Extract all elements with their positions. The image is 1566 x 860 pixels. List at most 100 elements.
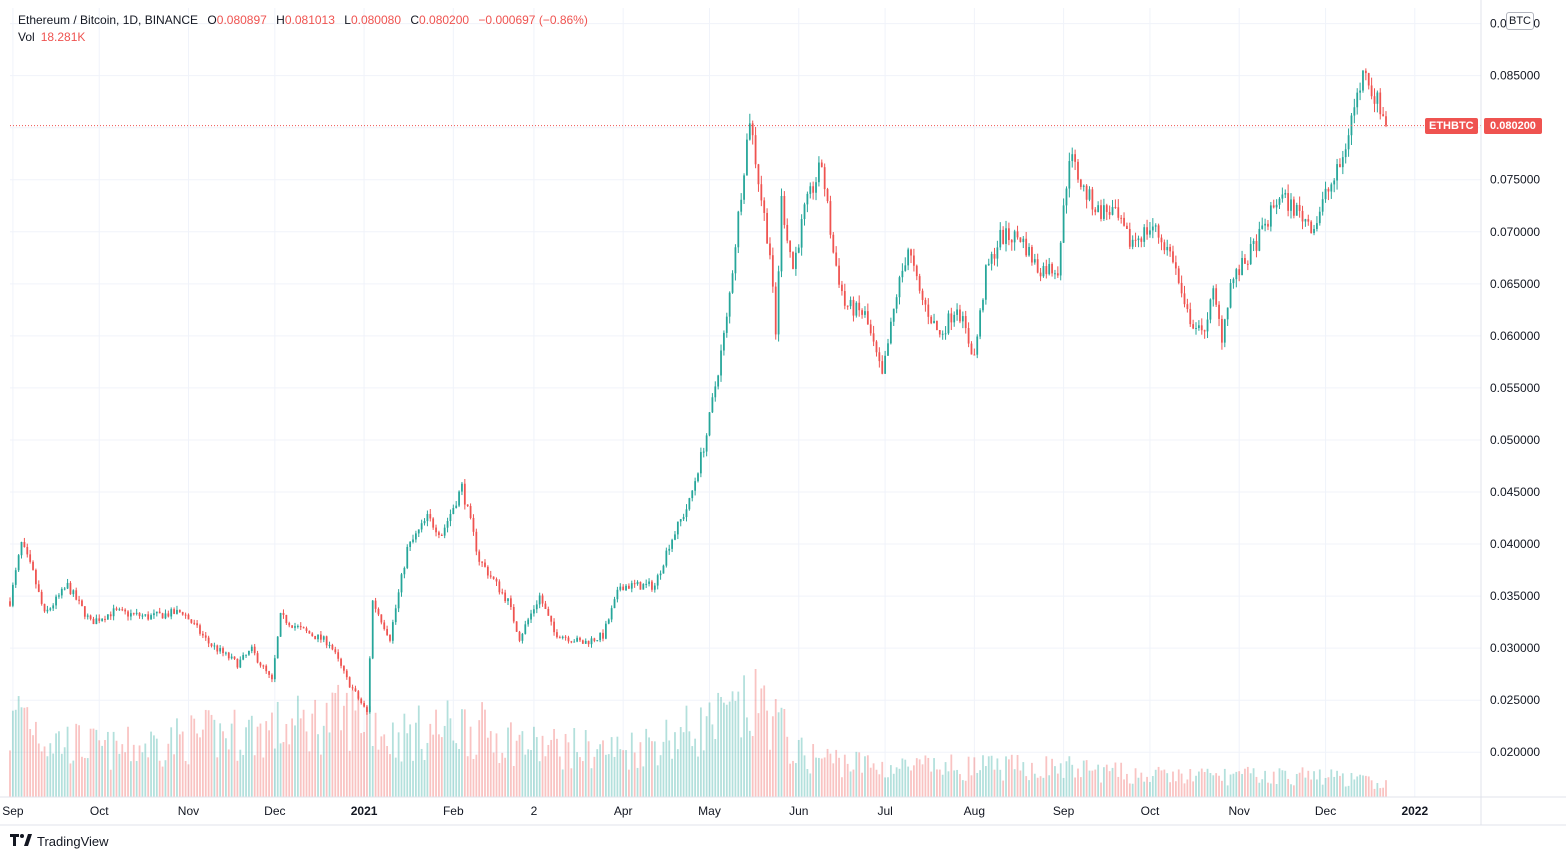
volume-bar [682, 732, 685, 797]
time-tick-label: 2021 [351, 804, 378, 818]
candle-body [371, 600, 374, 659]
candle-body [225, 652, 227, 654]
volume-bar [334, 692, 337, 797]
candle-body [509, 598, 512, 608]
candle-body [682, 517, 685, 520]
volume-bar [881, 761, 884, 797]
candle-body [711, 397, 714, 413]
candle-body [1013, 231, 1016, 243]
time-axis-labels: Sep Oct Nov Dec 2021 Feb 2 Apr May Jun Jul Aug Sep Oc… [2, 804, 1428, 818]
volume-key[interactable]: Vol [18, 30, 35, 44]
volume-bar [1284, 770, 1287, 797]
volume-bar [694, 738, 697, 797]
tradingview-brand[interactable]: TradingView [10, 834, 109, 849]
candle-body [533, 609, 535, 614]
volume-bar [754, 669, 757, 797]
volume-bar [345, 692, 348, 797]
volume-bar [671, 758, 673, 797]
candle-body [973, 354, 976, 356]
volume-bar [386, 746, 388, 797]
candle-body [11, 584, 14, 606]
volume-bar [763, 685, 766, 797]
candle-body [193, 622, 196, 624]
currency-badge[interactable]: BTC [1506, 12, 1534, 30]
candle-body [406, 546, 409, 568]
volume-bar [417, 705, 420, 797]
volume-bar [1261, 779, 1264, 797]
volume-bar [648, 737, 650, 797]
high-value: 0.081013 [284, 13, 335, 27]
volume-bar [248, 719, 250, 797]
candle-body [446, 521, 449, 528]
candle-body [1048, 263, 1051, 275]
candle-body [253, 646, 256, 654]
candle-body [1045, 266, 1048, 275]
candle-body [391, 622, 394, 641]
candle-body [521, 633, 524, 641]
candle-body [9, 601, 11, 606]
volume-bar [668, 740, 671, 797]
candle-body [1094, 209, 1097, 213]
candle-body [1143, 227, 1146, 242]
candle-body [1364, 70, 1367, 74]
volume-bar [1226, 785, 1229, 797]
volume-bar [751, 736, 754, 797]
candle-body [127, 611, 129, 617]
volume-bar [852, 769, 855, 797]
volume-bar [984, 766, 987, 797]
volume-bar [1200, 768, 1203, 797]
candle-body [967, 328, 970, 344]
volume-bar [1045, 756, 1048, 797]
candle-body [285, 614, 288, 624]
volume-bar [1212, 775, 1215, 797]
volume-bar [374, 712, 377, 797]
candle-body [581, 640, 584, 644]
candle-body [858, 302, 861, 311]
candle-body [14, 570, 17, 585]
volume-bar [1298, 772, 1301, 797]
volume-bar [60, 753, 63, 797]
candle-body [685, 509, 688, 518]
volume-bar [1088, 770, 1091, 797]
volume-bar [1082, 760, 1085, 797]
candle-body [651, 581, 653, 590]
volume-bar [1221, 780, 1223, 797]
time-tick-label: Feb [443, 804, 464, 818]
candle-body [826, 189, 829, 202]
volume-bar [463, 709, 466, 797]
candle-body [849, 299, 852, 307]
candle-body [999, 229, 1002, 248]
volume-bar [746, 717, 748, 797]
candle-body [1166, 246, 1169, 251]
symbol-title[interactable]: Ethereum / Bitcoin, 1D, BINANCE [18, 13, 199, 27]
volume-bar [1327, 777, 1330, 797]
time-tick-label: Sep [2, 804, 24, 818]
candle-body [265, 665, 268, 672]
candle-body [941, 333, 944, 335]
volume-bar [412, 760, 414, 797]
candle-body [299, 625, 302, 628]
volume-bar [797, 739, 800, 797]
volume-bar [630, 732, 633, 797]
candle-body [1114, 207, 1117, 209]
candle-body [982, 299, 984, 311]
volume-bar [89, 728, 92, 797]
volume-bar [714, 739, 717, 797]
volume-bar [930, 771, 933, 797]
volume-bar [898, 768, 901, 797]
candle-body [190, 619, 193, 623]
candle-body [1238, 269, 1241, 276]
candle-body [1353, 107, 1356, 116]
candle-body [49, 608, 52, 610]
candle-body [1120, 217, 1123, 219]
volume-bar [285, 723, 288, 797]
volume-bar [1301, 767, 1304, 797]
volume-bar [308, 751, 311, 797]
volume-bar [173, 754, 175, 797]
volume-bar [380, 736, 383, 797]
volume-bar [783, 709, 786, 797]
candle-body [1031, 247, 1033, 263]
time-tick-label: 2 [531, 804, 538, 818]
volume-bar [75, 723, 78, 797]
